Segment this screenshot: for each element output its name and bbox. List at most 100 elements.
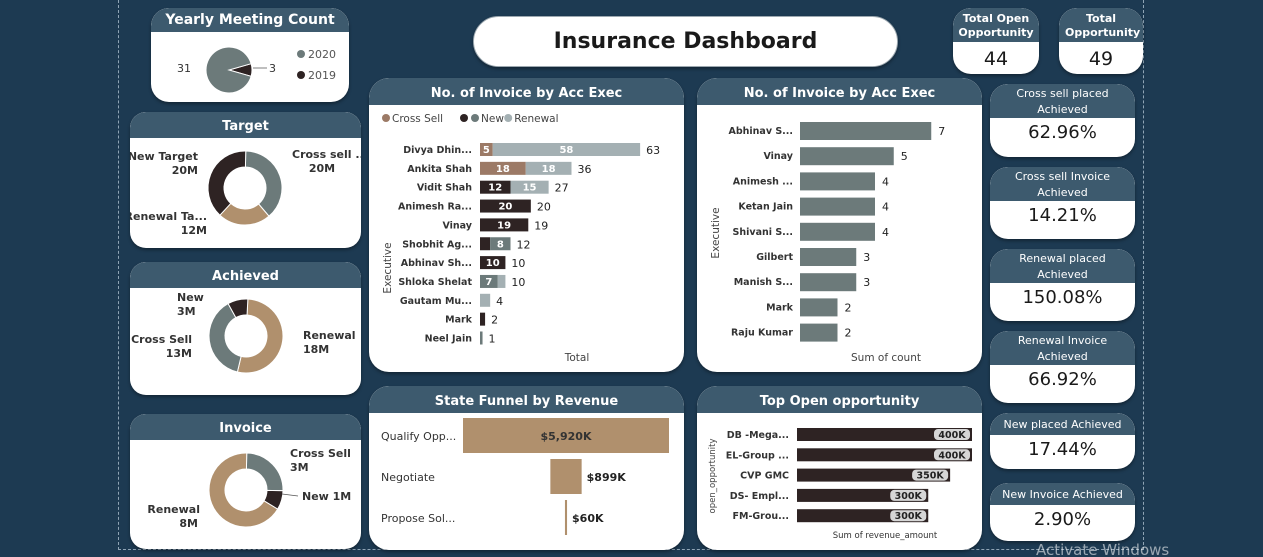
- achieved-card[interactable]: Achieved Renewal 18M Cross Sell 13M New 3M: [130, 262, 361, 395]
- open-opportunity-value-4: 300K: [895, 511, 923, 522]
- invoice-count-value-3: 4: [882, 201, 889, 214]
- open-opportunity-label-bg-3: [890, 489, 927, 501]
- open-opportunity-category-0: DB -Mega...: [727, 430, 789, 441]
- invoice-type-y-axis-label: Executive: [382, 242, 394, 293]
- invoice-type-x-axis-label: Total: [564, 352, 590, 364]
- invoice-type-total-8: 4: [496, 295, 503, 308]
- kpi-label: Renewal Invoice Achieved: [990, 331, 1135, 365]
- total-open-opportunity-label: Total Open Opportunity: [953, 8, 1039, 42]
- funnel-card[interactable]: State Funnel by Revenue Qualify Opp... $5…: [369, 386, 684, 550]
- kpi-label: Cross sell placed Achieved: [990, 84, 1135, 118]
- invoice-count-value-5: 3: [863, 251, 870, 264]
- invoice-type-legend-label-2: New: [481, 113, 504, 125]
- achieved-title: Achieved: [130, 262, 361, 288]
- invoice-type-bar-chart[interactable]: Cross Sell New Renewal Executive Total Divya …: [369, 78, 684, 372]
- invoice-count-category-4: Shivani S...: [733, 227, 793, 238]
- achieved-label-1: Cross Sell: [131, 333, 192, 346]
- kpi-card-5: New Invoice Achieved 2.90%: [990, 483, 1135, 541]
- invoice-card[interactable]: Invoice Cross Sell 3M New 1M Renewal 8M: [130, 414, 361, 549]
- invoice-type-category-6: Abhinav Sh...: [401, 258, 472, 269]
- invoice-type-bar-label-1-0: 18: [496, 164, 510, 175]
- invoice-count-value-1: 5: [901, 150, 908, 163]
- open-opportunity-category-2: CVP GMC: [740, 471, 789, 482]
- funnel-category-1: Negotiate: [381, 471, 435, 484]
- target-label-0: Cross sell ...: [292, 148, 361, 161]
- target-card[interactable]: Target Cross sell ... 20M Renewal Ta... 12M…: [130, 112, 361, 248]
- open-opportunity-label-bg-1: [934, 449, 970, 461]
- kpi-value: 150.08%: [1022, 287, 1103, 308]
- invoice-count-bar-3: [800, 197, 875, 216]
- invoice-type-total-4: 19: [534, 219, 548, 232]
- invoice-count-bar-1: [800, 147, 894, 166]
- invoice-count-title: No. of Invoice by Acc Exec: [697, 78, 982, 105]
- kpi-card-1: Cross sell Invoice Achieved 14.21%: [990, 167, 1135, 239]
- yearly-meeting-card[interactable]: Yearly Meeting Count 3 31 2020 2019: [151, 8, 349, 102]
- invoice-count-category-2: Animesh ...: [733, 176, 793, 187]
- invoice-type-category-1: Ankita Shah: [407, 164, 472, 175]
- target-value-0: 20M: [309, 162, 335, 175]
- invoice-type-card[interactable]: No. of Invoice by Acc Exec Cross Sell New…: [369, 78, 684, 372]
- invoice-count-card[interactable]: No. of Invoice by Acc Exec Executive Sum …: [697, 78, 982, 372]
- funnel-title: State Funnel by Revenue: [369, 386, 684, 413]
- target-label-2: New Target: [130, 150, 198, 163]
- invoice-type-category-0: Divya Dhin...: [403, 145, 472, 156]
- invoice-count-category-6: Manish S...: [734, 277, 793, 288]
- invoice-type-category-7: Shloka Shelat: [398, 277, 472, 288]
- invoice-type-bar-2-3: [510, 180, 549, 194]
- invoice-count-bar-6: [800, 273, 857, 292]
- kpi-label: Renewal placed Achieved: [990, 249, 1135, 283]
- invoice-count-bar-0: [800, 122, 932, 140]
- invoice-count-bar-4: [800, 222, 875, 241]
- invoice-type-bar-label-5-2: 8: [497, 239, 504, 250]
- invoice-type-category-8: Gautam Mu...: [400, 296, 472, 307]
- open-opportunity-bar-2: [797, 468, 951, 482]
- invoice-count-value-6: 3: [863, 276, 870, 289]
- invoice-count-bar-chart[interactable]: Executive Sum of count Abhinav S... 7 Vinay 5…: [697, 78, 982, 372]
- invoice-label-1: New 1M: [302, 490, 351, 503]
- achieved-value-1: 13M: [166, 347, 192, 360]
- funnel-value-0: $5,920K: [541, 430, 592, 443]
- activate-windows-watermark: Activate Windows: [1036, 541, 1170, 557]
- invoice-count-category-5: Gilbert: [756, 252, 793, 263]
- invoice-type-legend-marker-0: [382, 114, 390, 122]
- open-opportunity-y-axis-label: open_opportunity: [708, 439, 718, 514]
- open-opportunity-bar-1: [797, 448, 972, 462]
- yearly-legend-label-2019: 2019: [308, 69, 336, 82]
- total-opportunity-card: Total Opportunity 49: [1059, 8, 1143, 74]
- kpi-value: 66.92%: [1028, 369, 1097, 390]
- open-opportunity-bar-chart[interactable]: open_opportunity Sum of revenue_amount DB …: [697, 386, 982, 550]
- funnel-bar-2: [564, 500, 568, 535]
- invoice-count-value-8: 2: [845, 327, 852, 340]
- invoice-count-bar-2: [800, 172, 875, 191]
- invoice-count-category-1: Vinay: [763, 151, 793, 162]
- invoice-type-bar-label-0-0: 5: [483, 145, 490, 156]
- invoice-count-value-7: 2: [845, 301, 852, 314]
- open-opportunity-value-1: 400K: [938, 450, 966, 461]
- open-opportunity-label-bg-4: [890, 510, 927, 522]
- yearly-slice-1: [205, 46, 252, 94]
- invoice-type-bar-label-0-3: 58: [559, 145, 573, 156]
- funnel-category-2: Propose Sol...: [381, 512, 455, 525]
- open-opportunity-bar-0: [797, 428, 972, 441]
- invoice-slice-0: [245, 452, 284, 492]
- invoice-value-2: 8M: [179, 517, 198, 530]
- invoice-type-bar-label-4-1: 19: [497, 220, 511, 231]
- yearly-value-2019: 3: [269, 62, 276, 75]
- funnel-chart[interactable]: Qualify Opp... $5,920K Negotiate $899K Propo…: [369, 386, 684, 550]
- invoice-type-bar-7-3: [497, 274, 506, 288]
- invoice-type-bar-label-3-1: 20: [498, 202, 512, 213]
- invoice-type-bar-10-2: [480, 331, 483, 345]
- invoice-value-0: 3M: [290, 461, 309, 474]
- invoice-type-category-3: Animesh Ra...: [398, 202, 472, 213]
- invoice-type-bar-6-1: [480, 256, 506, 270]
- yearly-meeting-chart[interactable]: 3 31 2020 2019: [151, 8, 349, 102]
- invoice-count-category-7: Mark: [766, 302, 794, 313]
- funnel-value-2: $60K: [572, 512, 604, 525]
- invoice-count-bar-5: [800, 248, 857, 266]
- open-opportunity-card[interactable]: Top Open opportunity open_opportunity Sum…: [697, 386, 982, 550]
- invoice-type-bar-5-1: [480, 237, 491, 251]
- invoice-type-total-7: 10: [511, 276, 525, 289]
